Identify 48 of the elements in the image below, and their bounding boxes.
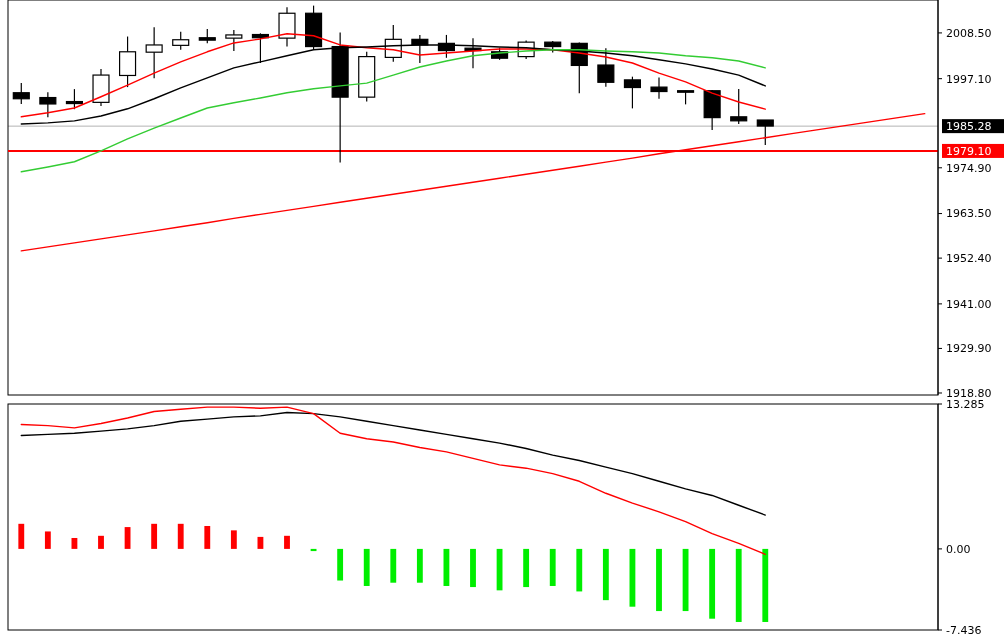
candlestick: [39, 91, 57, 118]
y-tick-label: 1952.40: [946, 251, 992, 265]
candlestick: [12, 82, 30, 105]
y-tick-label: 0.00: [946, 542, 971, 556]
y-tick-label: 1997.10: [946, 72, 992, 86]
bar: [230, 530, 237, 549]
candlestick: [623, 76, 641, 109]
bar: [762, 548, 769, 622]
bar: [735, 548, 742, 622]
bar: [656, 548, 662, 612]
y-tick-label: 2008.50: [946, 26, 992, 40]
candlestick: [730, 88, 748, 125]
bar: [549, 548, 556, 586]
y-tick-label: 1929.90: [946, 342, 992, 356]
bar: [177, 523, 184, 549]
bar: [337, 548, 344, 581]
bar: [151, 523, 158, 549]
bar: [576, 548, 583, 592]
bar: [98, 535, 104, 549]
y-tick-label: 1974.90: [946, 161, 992, 175]
bar: [204, 525, 211, 549]
candlestick: [172, 31, 190, 51]
bar: [18, 523, 25, 549]
bar: [284, 535, 290, 549]
bar: [470, 548, 476, 588]
y-tick-label: 1918.80: [946, 386, 992, 400]
bar: [709, 548, 716, 619]
line-series: [20, 411, 766, 516]
bar: [523, 548, 530, 588]
y-tick-label: 1963.50: [946, 207, 992, 221]
line-series: [20, 33, 766, 118]
candlestick: [119, 35, 137, 88]
bar: [363, 548, 370, 586]
candlestick: [650, 76, 668, 100]
bar: [390, 548, 397, 583]
ref-line-label: 1985.28: [946, 119, 992, 133]
ref-line-label: 1979.10: [946, 144, 992, 158]
y-tick-label: 13.285: [946, 397, 985, 411]
y-tick-label: 1941.00: [946, 297, 992, 311]
line-series: [20, 406, 766, 556]
candlestick: [756, 119, 774, 146]
y-tick-label: -7.436: [946, 623, 982, 637]
candlestick: [225, 29, 243, 52]
bar: [602, 548, 609, 601]
bar: [416, 548, 423, 583]
candlestick: [145, 26, 163, 79]
bar: [44, 531, 51, 549]
candlestick: [597, 47, 615, 88]
